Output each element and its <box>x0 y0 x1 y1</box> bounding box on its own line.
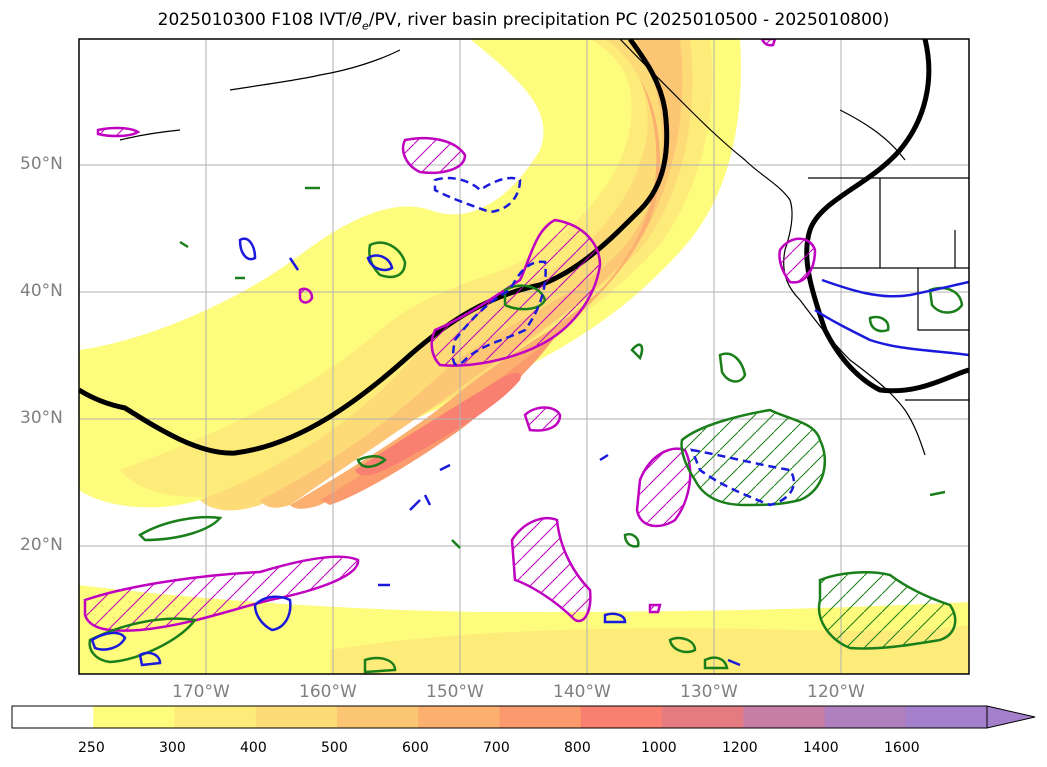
colorbar-tick-1000: 1000 <box>641 740 677 756</box>
colorbar-tick-1400: 1400 <box>803 740 839 756</box>
lon-label-150w: 150°W <box>426 682 484 702</box>
colorbar-swatch <box>580 706 663 728</box>
lat-label-30n: 30°N <box>20 408 63 428</box>
lon-label-130w: 130°W <box>680 682 738 702</box>
colorbar-swatch <box>418 706 500 728</box>
colorbar-tick-400: 400 <box>240 740 267 756</box>
colorbar-swatch <box>174 706 257 728</box>
pv-contours <box>83 39 817 632</box>
ivt-700-band <box>320 330 560 505</box>
colorbar-tick-300: 300 <box>159 740 186 756</box>
precip-green-contours <box>88 186 964 674</box>
colorbar-tick-500: 500 <box>321 740 348 756</box>
theta-subscript: e <box>362 19 369 33</box>
lat-label-50n: 50°N <box>20 154 63 174</box>
colorbar-frame <box>11 705 988 729</box>
colorbar-tick-800: 800 <box>564 740 591 756</box>
colorbar-tick-600: 600 <box>402 740 429 756</box>
lat-label-20n: 20°N <box>20 535 63 555</box>
colorbar-swatch <box>662 706 744 728</box>
ivt-800-core <box>355 372 521 476</box>
colorbar-tick-250: 250 <box>78 740 105 756</box>
colorbar-swatch <box>12 706 94 728</box>
map-frame <box>78 38 970 675</box>
ivt-250-band <box>79 39 741 508</box>
map-title: 2025010300 F108 IVT/θe/PV, river basin p… <box>157 10 890 33</box>
lon-label-170w: 170°W <box>172 682 230 702</box>
colorbar-tick-1600: 1600 <box>884 740 920 756</box>
coastlines <box>119 39 969 456</box>
colorbar-swatch <box>905 706 988 728</box>
colorbar <box>11 705 1036 729</box>
colorbar-extend-arrow <box>986 705 1036 729</box>
colorbar-swatch <box>337 706 419 728</box>
lon-label-160w: 160°W <box>299 682 357 702</box>
precip-blue-contours <box>90 176 969 667</box>
lon-label-140w: 140°W <box>553 682 611 702</box>
colorbar-swatch <box>824 706 907 728</box>
lon-label-120w: 120°W <box>807 682 865 702</box>
colorbar-tick-700: 700 <box>483 740 510 756</box>
lat-label-40n: 40°N <box>20 281 63 301</box>
colorbar-swatch <box>743 706 825 728</box>
colorbar-tick-1200: 1200 <box>722 740 758 756</box>
colorbar-swatch <box>93 706 175 728</box>
theta-symbol: θ <box>351 10 362 30</box>
colorbar-swatch <box>499 706 582 728</box>
ivt-300-south <box>330 625 969 674</box>
colorbar-swatch <box>255 706 338 728</box>
